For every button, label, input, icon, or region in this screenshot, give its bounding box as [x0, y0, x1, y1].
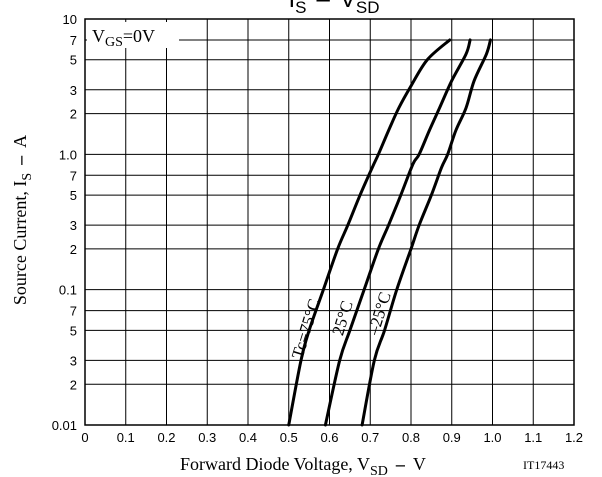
y-axis-label-sub: S [20, 173, 35, 181]
x-axis-label: Forward Diode Voltage, VSD – V [180, 454, 426, 477]
vgs-rest: =0V [123, 26, 155, 46]
x-tick-label: 0.6 [320, 430, 338, 445]
x-tick-label: 1.1 [524, 430, 542, 445]
y-tick-label: 7 [70, 33, 77, 48]
y-tick-label: 2 [70, 242, 77, 257]
y-tick-label: 3 [70, 353, 77, 368]
y-axis-label-dash: – [10, 155, 30, 166]
x-tick-label: 0.2 [157, 430, 175, 445]
y-tick-label: 1.0 [59, 147, 77, 162]
y-tick-label: 7 [70, 168, 77, 183]
plot-frame [84, 18, 575, 426]
curve-label-0: Tc=75°C [288, 297, 324, 361]
title-i-sub: S [295, 0, 306, 17]
y-tick-label: 3 [70, 83, 77, 98]
y-tick-label: 2 [70, 377, 77, 392]
x-tick-label: 1.0 [483, 430, 501, 445]
chart-title: IS–VSD [288, 0, 379, 17]
title-v-sub: SD [356, 0, 380, 17]
x-tick-label: 0.3 [198, 430, 216, 445]
x-axis-label-text: Forward Diode Voltage, V [180, 454, 370, 474]
title-i: I [288, 0, 295, 13]
figure-id: IT17443 [523, 458, 564, 472]
x-tick-label: 1.2 [565, 430, 583, 445]
x-tick-label: 0 [81, 430, 88, 445]
x-axis-label-unit: V [413, 454, 426, 474]
y-tick-label: 10 [63, 12, 77, 27]
series-line-1 [323, 38, 472, 427]
y-tick-label: 2 [70, 107, 77, 122]
y-axis-label-text: Source Current, I [10, 181, 30, 305]
y-tick-label: 0.01 [52, 418, 77, 433]
tick-labels: 0 0.1 0.2 0.3 0.4 0.5 0.6 0.7 0.8 0.9 1.0 1.1 1.2 0.0… [52, 12, 583, 445]
y-axis-label: Source Current, IS – A [10, 135, 35, 305]
vgs-annotation: VGS=0V [92, 26, 155, 50]
x-axis-label-sub: SD [370, 464, 388, 477]
x-tick-label: 0.7 [361, 430, 379, 445]
x-tick-label: 0.5 [280, 430, 298, 445]
x-axis-label-dash: – [395, 454, 406, 474]
y-tick-label: 7 [70, 304, 77, 319]
vgs-v: V [92, 26, 105, 46]
x-tick-label: 0.1 [117, 430, 135, 445]
x-tick-label: 0.9 [443, 430, 461, 445]
series-lines [287, 38, 492, 427]
y-tick-label: 3 [70, 218, 77, 233]
grid [84, 18, 575, 426]
y-axis-label-unit: A [10, 135, 30, 148]
title-v: V [340, 0, 356, 13]
curve-label-1: 25°C [328, 299, 356, 338]
x-tick-label: 0.4 [239, 430, 257, 445]
annotation-box [87, 22, 179, 48]
y-tick-label: 0.1 [59, 283, 77, 298]
series-line-0 [287, 38, 452, 427]
y-tick-label: 5 [70, 323, 77, 338]
series-line-2 [360, 38, 492, 427]
title-dash: – [317, 0, 331, 13]
y-tick-label: 5 [70, 188, 77, 203]
x-tick-label: 0.8 [402, 430, 420, 445]
vgs-sub: GS [105, 35, 123, 50]
y-tick-label: 5 [70, 53, 77, 68]
